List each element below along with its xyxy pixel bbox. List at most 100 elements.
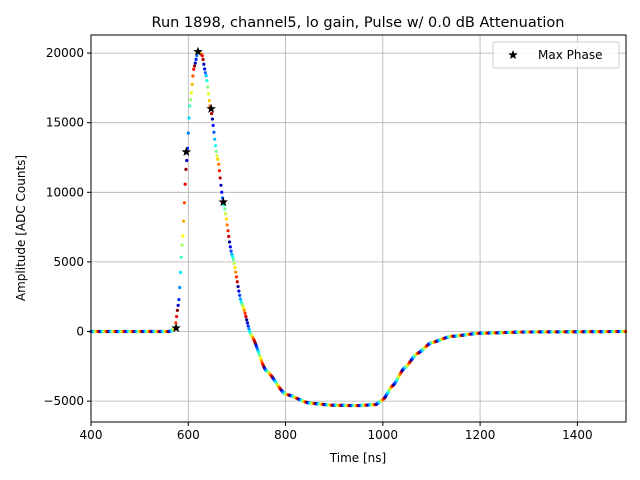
- pulse-sample-point: [182, 219, 186, 223]
- pulse-sample-point: [241, 306, 246, 310]
- pulse-sample-point: [201, 57, 205, 62]
- x-tick-label: 600: [177, 428, 200, 442]
- pulse-sample-point: [207, 98, 211, 103]
- pulse-sample-point: [206, 85, 210, 89]
- pulse-sample-point: [189, 91, 193, 95]
- pulse-sample-point: [213, 144, 218, 148]
- pulse-sample-point: [192, 67, 196, 71]
- x-axis-ticks: 400 600 800 1000 1200 1400: [80, 422, 593, 442]
- pulse-sample-point: [245, 318, 249, 322]
- pulse-sample-point: [245, 321, 250, 325]
- legend-box: [492, 41, 620, 69]
- pulse-sample-point: [188, 104, 192, 108]
- legend-label-max-phase: Max Phase: [538, 48, 602, 62]
- legend-star-icon: [508, 50, 518, 60]
- pulse-sample-point: [224, 217, 228, 221]
- pulse-sample-point: [216, 157, 220, 161]
- x-tick-label: 400: [80, 428, 103, 442]
- y-axis-ticks: −5000 0 5000 10000 15000 20000: [43, 46, 91, 408]
- pulse-sample-point: [244, 314, 248, 319]
- pulse-sample-point: [180, 243, 184, 247]
- pulse-sample-point: [213, 137, 217, 141]
- max-phase-star: [171, 323, 181, 333]
- pulse-sample-point: [234, 270, 238, 274]
- max-phase-star: [193, 46, 203, 56]
- pulse-sample-point: [218, 176, 222, 180]
- pulse-sample-point: [193, 61, 197, 65]
- pulse-sample-point: [227, 234, 231, 239]
- pulse-sample-point: [210, 112, 214, 116]
- pulse-sample-point: [192, 64, 197, 68]
- pulse-sample-point: [220, 190, 224, 194]
- pulse-sample-point: [177, 298, 181, 302]
- pulse-sample-point: [178, 285, 182, 290]
- pulse-sample-point: [187, 116, 191, 120]
- pulse-sample-point: [235, 280, 239, 284]
- pulse-sample-point: [238, 297, 243, 301]
- pulse-sample-point: [242, 308, 246, 313]
- y-tick-label: 5000: [53, 255, 84, 269]
- pulse-sample-point: [229, 249, 233, 253]
- chart-title: Run 1898, channel5, lo gain, Pulse w/ 0.…: [152, 15, 565, 31]
- pulse-sample-point: [206, 92, 211, 96]
- pulse-sample-point: [186, 131, 190, 135]
- pulse-sample-point: [243, 311, 247, 316]
- pulse-sample-point: [174, 321, 178, 325]
- y-axis-label: Amplitude [ADC Counts]: [14, 155, 28, 301]
- pulse-sample-point: [190, 82, 194, 87]
- pulse-sample-point: [246, 324, 250, 328]
- pulse-sample-point: [203, 67, 207, 71]
- pulse-sample-point: [200, 54, 204, 58]
- pulse-sample-point: [233, 265, 237, 270]
- pulse-sample-point: [185, 158, 189, 163]
- y-tick-label: −5000: [43, 394, 84, 408]
- pulse-sample-point: [228, 245, 232, 249]
- max-phase-star: [181, 146, 192, 156]
- pulse-sample-point: [232, 261, 236, 265]
- pulse-sample-point: [247, 327, 251, 331]
- x-tick-label: 1400: [562, 428, 593, 442]
- pulse-sample-point: [236, 284, 240, 289]
- pulse-curve: [89, 50, 628, 408]
- pulse-sample-point: [227, 240, 232, 244]
- pulse-sample-point: [175, 308, 179, 312]
- pulse-sample-point: [179, 255, 183, 259]
- pulse-sample-point: [176, 303, 180, 307]
- pulse-sample-point: [215, 154, 219, 158]
- pulse-sample-point: [219, 183, 223, 187]
- pulse-sample-point: [212, 130, 216, 134]
- pulse-sample-point: [237, 289, 241, 293]
- pulse-sample-point: [175, 314, 179, 319]
- pulse-sample-point: [178, 270, 183, 274]
- max-phase-star: [218, 197, 229, 207]
- max-phase-markers: [171, 46, 229, 333]
- x-tick-label: 800: [274, 428, 297, 442]
- y-tick-label: 10000: [46, 185, 84, 199]
- pulse-sample-point: [189, 97, 193, 102]
- pulse-sample-point: [181, 234, 185, 238]
- pulse-sample-point: [184, 167, 188, 171]
- pulse-sample-point: [202, 62, 206, 66]
- y-tick-label: 20000: [46, 46, 84, 60]
- pulse-sample-point: [225, 223, 229, 227]
- x-axis-label: Time [ns]: [329, 451, 386, 465]
- pulse-sample-point: [238, 293, 242, 297]
- pulse-sample-point: [183, 182, 187, 186]
- pulse-sample-point: [231, 255, 235, 259]
- pulse-sample-point: [224, 212, 228, 216]
- pulse-sample-point: [223, 207, 227, 211]
- x-tick-label: 1200: [465, 428, 496, 442]
- y-tick-label: 15000: [46, 116, 84, 130]
- pulse-sample-point: [194, 57, 198, 61]
- legend: Max Phase: [492, 41, 620, 69]
- pulse-sample-point: [226, 229, 230, 233]
- pulse-sample-point: [234, 275, 239, 279]
- plot-frame: [90, 34, 627, 423]
- pulse-sample-point: [214, 149, 218, 154]
- pulse-sample-point: [204, 74, 208, 78]
- pulse-sample-point: [211, 123, 215, 128]
- pulse-sample-point: [191, 74, 195, 78]
- pulse-sample-point: [217, 162, 221, 166]
- x-tick-label: 1000: [368, 428, 399, 442]
